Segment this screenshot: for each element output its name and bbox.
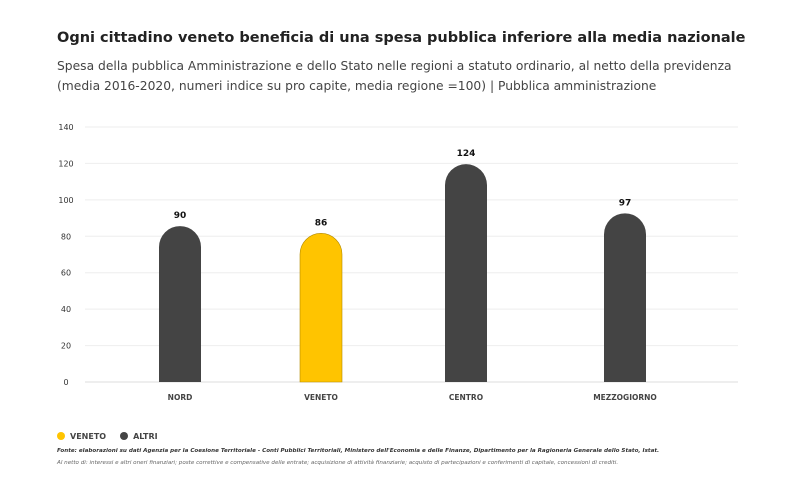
bar-veneto <box>299 233 343 383</box>
legend: VENETO ALTRI <box>57 432 158 441</box>
y-tick-label: 140 <box>58 123 73 132</box>
y-tick-label: 80 <box>61 232 71 241</box>
y-tick-label: 0 <box>63 378 68 387</box>
x-tick-label: NORD <box>168 393 193 402</box>
legend-item-veneto[interactable]: VENETO <box>57 432 106 441</box>
data-label: 90 <box>174 211 187 221</box>
chart-subtitle: Spesa della pubblica Amministrazione e d… <box>57 59 732 93</box>
data-label: 124 <box>457 149 476 159</box>
y-tick-label: 20 <box>61 342 71 351</box>
legend-swatch <box>120 432 129 440</box>
y-tick-label: 60 <box>61 269 71 278</box>
bar-chart: 0 20 40 60 80 100 120 140 90 NORD 86 VENETO 124 CENTR… <box>58 123 738 402</box>
x-tick-label: CENTRO <box>449 393 483 402</box>
bar-centro <box>445 164 487 382</box>
y-tick-label: 120 <box>58 159 73 168</box>
source-note: Fonte: elaborazioni su dati Agenzia per … <box>57 448 660 454</box>
data-label: 86 <box>315 218 328 228</box>
bar-mezzogiorno <box>604 213 646 382</box>
legend-swatch <box>57 432 65 440</box>
y-tick-label: 100 <box>58 196 73 205</box>
x-tick-label: MEZZOGIORNO <box>593 393 657 402</box>
bar-nord <box>159 226 201 382</box>
legend-item-altri[interactable]: ALTRI <box>120 432 158 441</box>
x-tick-label: VENETO <box>304 393 338 402</box>
data-label: 97 <box>619 198 632 208</box>
footnote: Al netto di: interessi e altri oneri fin… <box>57 460 619 466</box>
chart-title: Ogni cittadino veneto beneficia di una s… <box>57 30 746 46</box>
y-tick-label: 40 <box>61 305 71 314</box>
